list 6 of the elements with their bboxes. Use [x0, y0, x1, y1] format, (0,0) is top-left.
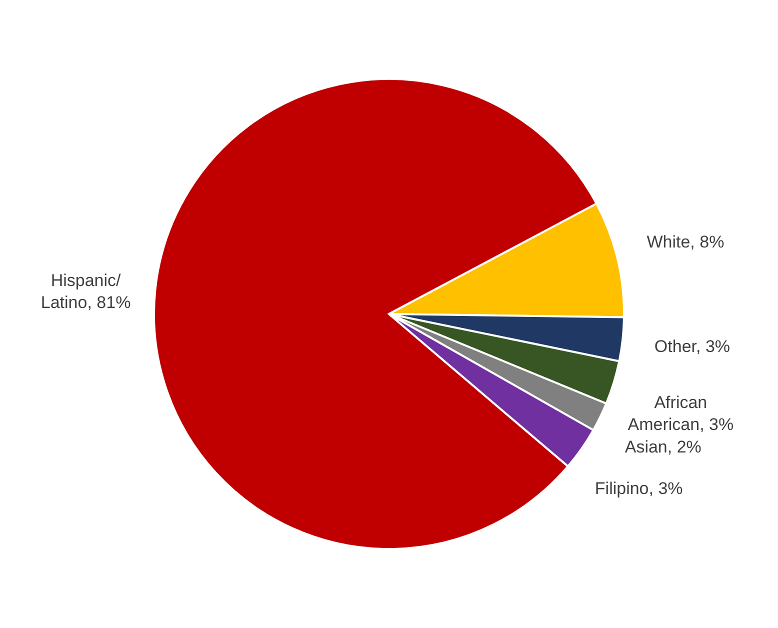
slice-label: Asian, 2%	[624, 438, 702, 457]
slice-label: Other, 3%	[654, 336, 730, 356]
slice-label: African American, 3%	[628, 393, 734, 434]
slice-label: White, 8%	[646, 232, 724, 252]
slice-label: Filipino, 3%	[594, 478, 683, 498]
slice-label: Hispanic/ Latino, 81%	[40, 271, 131, 312]
